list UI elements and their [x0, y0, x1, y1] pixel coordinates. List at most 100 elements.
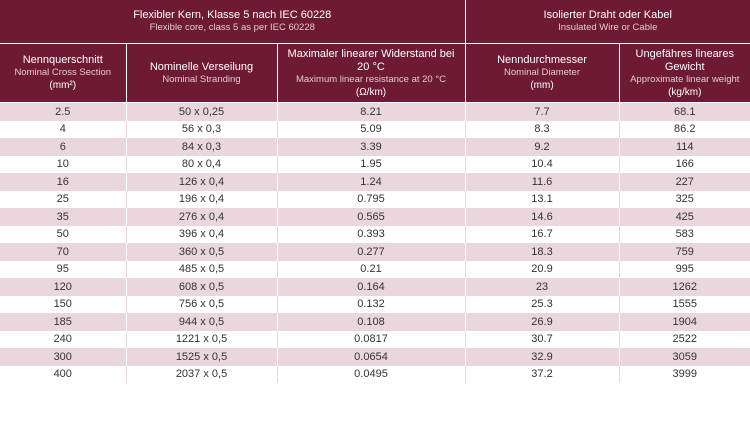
diameter-cell: 10.4	[465, 155, 620, 173]
cross-section-cell: 240	[0, 330, 127, 348]
resistance-cell: 0.132	[277, 295, 466, 313]
weight-cell: 1262	[619, 278, 750, 296]
resistance-cell: 0.21	[277, 260, 466, 278]
cross-section-cell: 95	[0, 260, 127, 278]
column-header-row: Nennquerschnitt Nominal Cross Section (m…	[0, 43, 750, 103]
weight-cell: 759	[619, 243, 750, 261]
diameter-cell: 37.2	[465, 365, 620, 383]
group-title-de: Isolierter Draht oder Kabel	[543, 9, 672, 21]
group-title-en: Flexible core, class 5 as per IEC 60228	[149, 22, 315, 33]
stranding-cell: 1221 x 0,5	[126, 330, 278, 348]
resistance-cell: 0.164	[277, 278, 466, 296]
cross-section-cell: 10	[0, 155, 127, 173]
weight-cell: 3059	[619, 348, 750, 366]
column-title-de: Nenndurchmesser	[497, 54, 587, 66]
cross-section-cell: 6	[0, 138, 127, 156]
column-header-stranding: Nominelle Verseilung Nominal Stranding	[126, 43, 278, 103]
table-row: 240 1221 x 0,5 0.0817 30.7 2522	[0, 330, 750, 348]
table-row: 400 2037 x 0,5 0.0495 37.2 3999	[0, 365, 750, 383]
table-row: 2.5 50 x 0,25 8.21 7.7 68.1	[0, 102, 750, 121]
stranding-cell: 608 x 0,5	[126, 278, 278, 296]
table-row: 25 196 x 0,4 0.795 13.1 325	[0, 190, 750, 208]
table-row: 4 56 x 0,3 5.09 8.3 86.2	[0, 120, 750, 138]
weight-cell: 1555	[619, 295, 750, 313]
column-unit: (mm²)	[49, 80, 77, 91]
group-header-flexible-core: Flexibler Kern, Klasse 5 nach IEC 60228 …	[0, 0, 466, 44]
weight-cell: 583	[619, 225, 750, 243]
resistance-cell: 0.0654	[277, 348, 466, 366]
diameter-cell: 13.1	[465, 190, 620, 208]
table-row: 120 608 x 0,5 0.164 23 1262	[0, 278, 750, 296]
table-row: 300 1525 x 0,5 0.0654 32.9 3059	[0, 348, 750, 366]
column-unit: (mm)	[530, 80, 554, 91]
resistance-cell: 1.95	[277, 155, 466, 173]
column-header-resistance: Maximaler linearer Widerstand bei 20 °C …	[277, 43, 466, 103]
stranding-cell: 756 x 0,5	[126, 295, 278, 313]
weight-cell: 1904	[619, 313, 750, 331]
table-body: 2.5 50 x 0,25 8.21 7.7 68.1 4 56 x 0,3 5.09 8.3 8…	[0, 102, 750, 383]
column-title-en: Approximate linear weight	[630, 73, 740, 85]
diameter-cell: 9.2	[465, 138, 620, 156]
column-title-de: Ungefähres lineares Gewicht	[635, 47, 734, 73]
diameter-cell: 25.3	[465, 295, 620, 313]
table-row: 10 80 x 0,4 1.95 10.4 166	[0, 155, 750, 173]
weight-cell: 68.1	[619, 102, 750, 121]
weight-cell: 3999	[619, 365, 750, 383]
resistance-cell: 0.565	[277, 208, 466, 226]
cross-section-cell: 150	[0, 295, 127, 313]
resistance-cell: 3.39	[277, 138, 466, 156]
cross-section-cell: 120	[0, 278, 127, 296]
group-header-row: Flexibler Kern, Klasse 5 nach IEC 60228 …	[0, 0, 750, 44]
table-row: 70 360 x 0,5 0.277 18.3 759	[0, 243, 750, 261]
diameter-cell: 8.3	[465, 120, 620, 138]
stranding-cell: 126 x 0,4	[126, 173, 278, 191]
stranding-cell: 50 x 0,25	[126, 102, 278, 121]
diameter-cell: 11.6	[465, 173, 620, 191]
cross-section-cell: 50	[0, 225, 127, 243]
resistance-cell: 0.795	[277, 190, 466, 208]
column-title-en: Nominal Cross Section	[14, 67, 112, 78]
diameter-cell: 7.7	[465, 102, 620, 121]
column-title-en: Maximum linear resistance at 20 °C	[295, 73, 447, 85]
table-row: 6 84 x 0,3 3.39 9.2 114	[0, 138, 750, 156]
weight-cell: 2522	[619, 330, 750, 348]
stranding-cell: 84 x 0,3	[126, 138, 278, 156]
diameter-cell: 23	[465, 278, 620, 296]
resistance-cell: 8.21	[277, 102, 466, 121]
diameter-cell: 20.9	[465, 260, 620, 278]
table-row: 35 276 x 0,4 0.565 14.6 425	[0, 208, 750, 226]
cross-section-cell: 4	[0, 120, 127, 138]
column-title-de: Maximaler linearer Widerstand bei 20 °C	[287, 47, 455, 73]
cross-section-cell: 70	[0, 243, 127, 261]
table-row: 185 944 x 0,5 0.108 26.9 1904	[0, 313, 750, 331]
resistance-cell: 0.0495	[277, 365, 466, 383]
stranding-cell: 396 x 0,4	[126, 225, 278, 243]
weight-cell: 325	[619, 190, 750, 208]
stranding-cell: 1525 x 0,5	[126, 348, 278, 366]
stranding-cell: 56 x 0,3	[126, 120, 278, 138]
column-header-weight: Ungefähres lineares Gewicht Approximate …	[619, 43, 750, 103]
cross-section-cell: 35	[0, 208, 127, 226]
weight-cell: 995	[619, 260, 750, 278]
table-row: 150 756 x 0,5 0.132 25.3 1555	[0, 295, 750, 313]
table-row: 16 126 x 0,4 1.24 11.6 227	[0, 173, 750, 191]
cross-section-cell: 25	[0, 190, 127, 208]
stranding-cell: 944 x 0,5	[126, 313, 278, 331]
group-title-en: Insulated Wire or Cable	[558, 22, 658, 33]
group-header-insulated-wire: Isolierter Draht oder Kabel Insulated Wi…	[465, 0, 750, 44]
diameter-cell: 30.7	[465, 330, 620, 348]
cross-section-cell: 16	[0, 173, 127, 191]
resistance-cell: 0.108	[277, 313, 466, 331]
cross-section-cell: 300	[0, 348, 127, 366]
resistance-cell: 0.277	[277, 243, 466, 261]
diameter-cell: 16.7	[465, 225, 620, 243]
column-unit: (Ω/km)	[355, 86, 387, 98]
table-row: 50 396 x 0,4 0.393 16.7 583	[0, 225, 750, 243]
cross-section-cell: 2.5	[0, 102, 127, 121]
weight-cell: 425	[619, 208, 750, 226]
stranding-cell: 80 x 0,4	[126, 155, 278, 173]
resistance-cell: 0.0817	[277, 330, 466, 348]
stranding-cell: 276 x 0,4	[126, 208, 278, 226]
column-title-en: Nominal Stranding	[162, 73, 241, 85]
stranding-cell: 360 x 0,5	[126, 243, 278, 261]
